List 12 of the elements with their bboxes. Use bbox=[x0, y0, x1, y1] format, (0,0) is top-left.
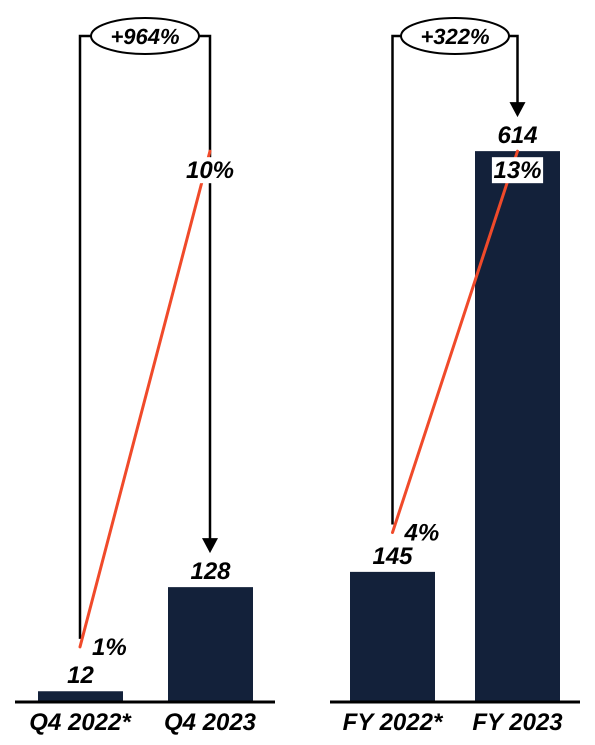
data-label: 10% bbox=[186, 157, 234, 184]
x-tick-label: Q4 2023 bbox=[164, 709, 257, 736]
data-label: 13% bbox=[493, 157, 542, 184]
x-tick-label: FY 2022* bbox=[342, 709, 444, 736]
data-label: 12 bbox=[67, 662, 94, 690]
text: +964% bbox=[110, 24, 180, 49]
x-tick-label: Q4 2022* bbox=[29, 709, 132, 736]
data-label: 614 bbox=[497, 122, 538, 150]
x-tick-label: FY 2023 bbox=[472, 709, 564, 736]
data-label: 1% bbox=[92, 634, 127, 661]
text: +322% bbox=[420, 24, 490, 49]
data-label: 128 bbox=[190, 558, 232, 586]
